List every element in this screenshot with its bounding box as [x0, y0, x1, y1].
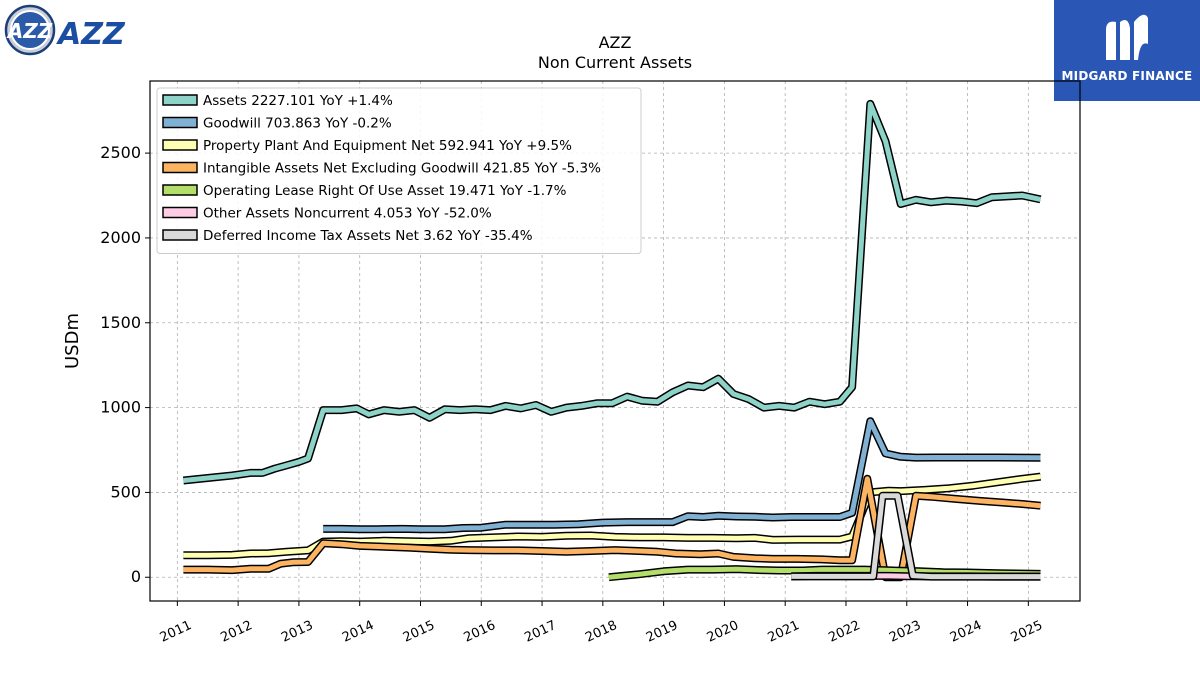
x-tick-label-2017: 2017 [522, 618, 558, 646]
legend-label-6: Deferred Income Tax Assets Net 3.62 YoY … [203, 228, 533, 244]
x-tick-label-2022: 2022 [826, 618, 862, 646]
legend-label-5: Other Assets Noncurrent 4.053 YoY -52.0% [203, 206, 492, 222]
legend-swatch-5 [162, 206, 198, 219]
chart-title: AZZ [599, 33, 632, 52]
midgard-finance-emblem [1106, 14, 1148, 60]
x-tick-label-2024: 2024 [948, 618, 984, 646]
chart-subtitle: Non Current Assets [538, 53, 692, 72]
series-line-0 [183, 101, 1042, 483]
midgard-finance-wordmark: MIDGARD FINANCE [1061, 69, 1193, 83]
legend-label-0: Assets 2227.101 YoY +1.4% [203, 93, 393, 109]
series-line-outline-1 [323, 417, 1041, 534]
y-axis-label: USDm [62, 313, 83, 369]
x-tick-label-2013: 2013 [279, 618, 315, 646]
azz-logo-wordmark: AZZ [56, 17, 126, 52]
x-tick-label-2019: 2019 [644, 618, 680, 646]
series-4 [608, 565, 1041, 582]
legend-swatch-4 [162, 184, 198, 196]
series-line-1 [323, 418, 1041, 532]
y-tick-label-2000: 2000 [100, 228, 141, 247]
azz-logo-emblem-letters: AZZ [6, 19, 53, 43]
series-1 [323, 417, 1041, 534]
legend-swatch-6 [162, 229, 198, 241]
y-tick-label-0: 0 [131, 567, 141, 586]
y-tick-label-500: 500 [110, 482, 141, 501]
series-lines [182, 99, 1042, 582]
legend-swatch-3 [162, 161, 198, 174]
series-line-4 [608, 566, 1041, 580]
legend: Assets 2227.101 YoY +1.4% Goodwill 703.86… [156, 87, 642, 254]
x-tick-label-2020: 2020 [705, 618, 741, 646]
y-tick-label-2500: 2500 [100, 143, 141, 162]
x-tick-label-2018: 2018 [583, 618, 619, 646]
series-6 [791, 491, 1041, 581]
x-tick-label-2015: 2015 [401, 618, 437, 646]
plot-frame [149, 80, 1081, 602]
x-tick-label-2016: 2016 [462, 618, 498, 646]
x-tick-label-2023: 2023 [887, 618, 923, 646]
midgard-finance-logo: MIDGARD FINANCE [1054, 0, 1200, 101]
legend-box [156, 87, 642, 254]
y-tick-label-1500: 1500 [100, 313, 141, 332]
x-axis: 2011 2012 2013 2014 2015 2016 2017 2018 2019 2020… [158, 601, 1045, 646]
legend-swatch-0 [162, 94, 198, 106]
x-tick-label-2021: 2021 [766, 618, 802, 646]
legend-label-4: Operating Lease Right Of Use Asset 19.47… [203, 183, 567, 199]
x-tick-label-2025: 2025 [1009, 618, 1045, 646]
y-tick-label-1000: 1000 [100, 398, 141, 417]
series-line-6 [791, 493, 1041, 580]
legend-label-2: Property Plant And Equipment Net 592.941… [203, 138, 572, 154]
legend-label-1: Goodwill 703.863 YoY -0.2% [203, 116, 392, 132]
x-tick-label-2011: 2011 [158, 618, 194, 646]
y-axis: 0 500 1000 1500 2000 2500 [100, 143, 150, 586]
azz-logo: AZZ AZZ [4, 4, 126, 56]
legend-swatch-1 [162, 116, 198, 129]
x-tick-label-2014: 2014 [340, 618, 376, 646]
legend-swatch-2 [162, 139, 198, 151]
legend-label-3: Intangible Assets Net Excluding Goodwill… [203, 161, 601, 177]
x-tick-label-2012: 2012 [218, 618, 254, 646]
series-0 [182, 99, 1042, 485]
